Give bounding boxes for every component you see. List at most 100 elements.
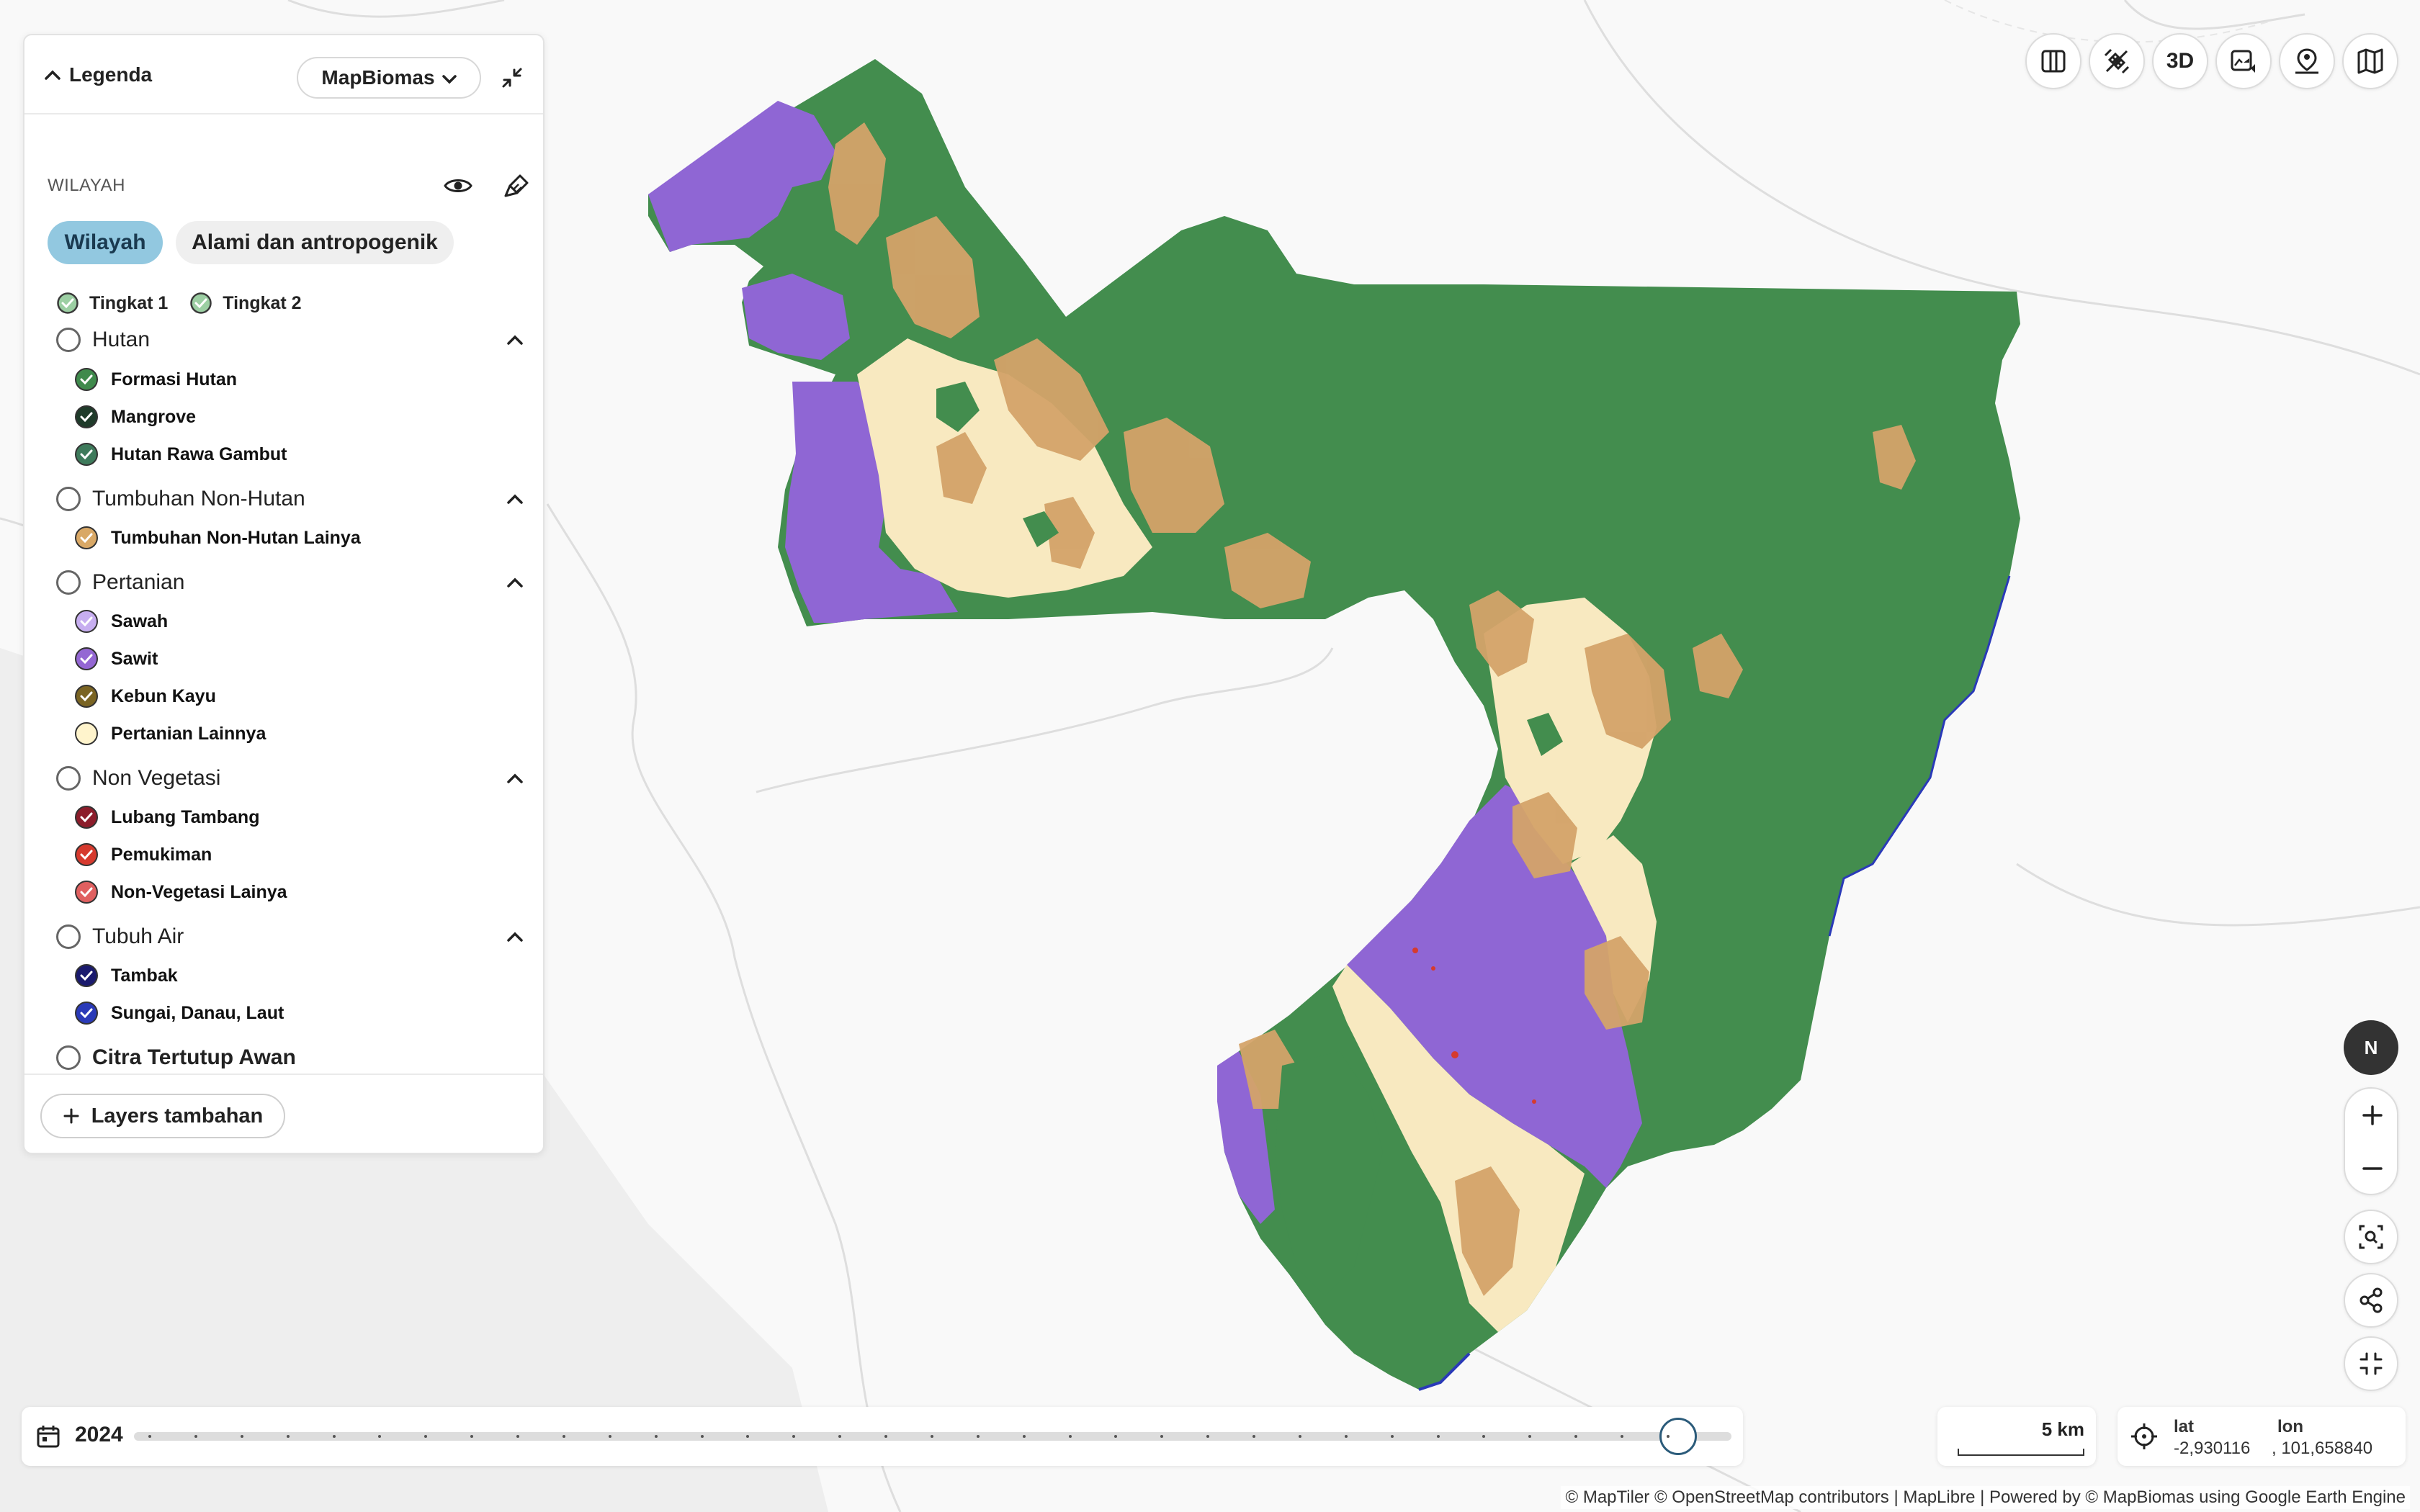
visibility-button[interactable] [438, 168, 478, 204]
timeline-tick[interactable] [608, 1435, 611, 1438]
legend-item-tumbuhan-non-hutan-lainya[interactable]: Tumbuhan Non-Hutan Lainya [75, 523, 507, 552]
check-circle-icon[interactable] [75, 1002, 98, 1025]
compare-button[interactable] [2025, 33, 2081, 89]
group-radio[interactable] [56, 924, 81, 949]
satellite-button[interactable] [2089, 33, 2145, 89]
timeline-slider-handle[interactable] [1659, 1418, 1697, 1455]
timeline-tick[interactable] [1298, 1435, 1301, 1438]
check-circle-icon[interactable] [75, 610, 98, 633]
timeline-tick[interactable] [1667, 1435, 1670, 1438]
timeline-tick[interactable] [654, 1435, 658, 1438]
cloud-radio[interactable] [56, 1045, 81, 1070]
group-tubuh-air[interactable]: Tubuh Air [56, 920, 532, 953]
legend-collapse-button[interactable]: Legenda [45, 57, 152, 93]
group-radio[interactable] [56, 487, 81, 511]
timeline-tick[interactable] [1436, 1435, 1440, 1438]
group-radio[interactable] [56, 766, 81, 791]
chevron-up-icon[interactable] [498, 482, 532, 516]
legend-item-sungai-danau-laut[interactable]: Sungai, Danau, Laut [75, 999, 507, 1027]
share-button[interactable] [2344, 1273, 2398, 1328]
timeline-tick[interactable] [148, 1435, 151, 1438]
group-pertanian[interactable]: Pertanian [56, 566, 532, 599]
timeline-tick[interactable] [1482, 1435, 1486, 1438]
timeline-tick[interactable] [1206, 1435, 1210, 1438]
group-non-vegetasi[interactable]: Non Vegetasi [56, 762, 532, 795]
legend-item-tambak[interactable]: Tambak [75, 961, 507, 990]
image-video-button[interactable] [2215, 33, 2272, 89]
timeline-tick[interactable] [930, 1435, 933, 1438]
check-circle-icon[interactable] [75, 526, 98, 549]
timeline-tick[interactable] [194, 1435, 197, 1438]
timeline-tick[interactable] [700, 1435, 704, 1438]
location-person-button[interactable] [2279, 33, 2335, 89]
check-circle-icon[interactable] [75, 881, 98, 904]
check-circle-icon[interactable] [75, 806, 98, 829]
legend-item-sawit[interactable]: Sawit [75, 644, 507, 673]
timeline-tick[interactable] [1344, 1435, 1348, 1438]
timeline-tick[interactable] [838, 1435, 842, 1438]
timeline-tick[interactable] [746, 1435, 750, 1438]
shrink-panel-button[interactable] [494, 60, 530, 96]
check-circle-icon[interactable] [75, 368, 98, 391]
legend-item-lubang-tambang[interactable]: Lubang Tambang [75, 803, 507, 832]
timeline-tick[interactable] [424, 1435, 428, 1438]
timeline-slider[interactable] [134, 1418, 1731, 1455]
timeline-tick[interactable] [332, 1435, 336, 1438]
timeline-tick[interactable] [1160, 1435, 1164, 1438]
basemap-button[interactable] [2342, 33, 2398, 89]
level-2-toggle[interactable]: Tingkat 2 [189, 292, 302, 315]
timeline-tick[interactable] [286, 1435, 290, 1438]
timeline-tick[interactable] [240, 1435, 243, 1438]
group-radio[interactable] [56, 570, 81, 595]
zoom-out-button[interactable] [2345, 1142, 2400, 1195]
timeline-tick[interactable] [1390, 1435, 1394, 1438]
check-circle-icon[interactable] [75, 964, 98, 987]
legend-item-non-vegetasi-lainya[interactable]: Non-Vegetasi Lainya [75, 878, 507, 906]
check-circle-icon[interactable] [75, 722, 98, 745]
chevron-up-icon[interactable] [498, 566, 532, 599]
timeline-tick[interactable] [1621, 1435, 1624, 1438]
timeline-tick[interactable] [884, 1435, 888, 1438]
legend-item-formasi-hutan[interactable]: Formasi Hutan [75, 365, 507, 394]
source-select[interactable]: MapBiomas [297, 57, 481, 99]
chevron-up-icon[interactable] [498, 323, 532, 356]
check-circle-icon[interactable] [75, 647, 98, 670]
timeline-tick[interactable] [378, 1435, 382, 1438]
fullscreen-exit-button[interactable] [2344, 1336, 2398, 1391]
check-circle-icon[interactable] [75, 443, 98, 466]
zoom-to-extent-button[interactable] [2344, 1210, 2398, 1264]
timeline-tick[interactable] [1068, 1435, 1072, 1438]
timeline-tick[interactable] [1252, 1435, 1256, 1438]
timeline-tick[interactable] [1022, 1435, 1026, 1438]
timeline-tick[interactable] [516, 1435, 520, 1438]
legend-item-kebun-kayu[interactable]: Kebun Kayu [75, 682, 507, 711]
timeline-tick[interactable] [1528, 1435, 1532, 1438]
cloud-cover-toggle[interactable]: Citra Tertutup Awan [56, 1041, 532, 1074]
timeline-tick[interactable] [792, 1435, 796, 1438]
calendar-icon[interactable] [33, 1421, 63, 1452]
tab-wilayah[interactable]: Wilayah [48, 221, 163, 264]
zoom-in-button[interactable] [2345, 1089, 2400, 1142]
group-hutan[interactable]: Hutan [56, 323, 532, 356]
compass-button[interactable]: N [2344, 1020, 2398, 1075]
timeline-tick[interactable] [1114, 1435, 1118, 1438]
level-1-toggle[interactable]: Tingkat 1 [56, 292, 168, 315]
legend-item-mangrove[interactable]: Mangrove [75, 402, 507, 431]
tab-alami-antropogenik[interactable]: Alami dan antropogenik [176, 221, 454, 264]
legend-item-pertanian-lainnya[interactable]: Pertanian Lainnya [75, 719, 507, 748]
check-circle-icon[interactable] [75, 843, 98, 866]
timeline-tick[interactable] [976, 1435, 980, 1438]
group-radio[interactable] [56, 328, 81, 352]
crosshair-icon[interactable] [2128, 1420, 2161, 1453]
group-tumbuhan-non-hutan[interactable]: Tumbuhan Non-Hutan [56, 482, 532, 516]
add-layers-button[interactable]: Layers tambahan [40, 1094, 285, 1138]
check-circle-icon[interactable] [75, 685, 98, 708]
legend-item-pemukiman[interactable]: Pemukiman [75, 840, 507, 869]
legend-item-hutan-rawa-gambut[interactable]: Hutan Rawa Gambut [75, 440, 507, 469]
timeline-tick[interactable] [1574, 1435, 1578, 1438]
timeline-tick[interactable] [470, 1435, 474, 1438]
timeline-tick[interactable] [562, 1435, 565, 1438]
legend-item-sawah[interactable]: Sawah [75, 607, 507, 636]
map-attribution[interactable]: © MapTiler © OpenStreetMap contributors … [1561, 1486, 2410, 1509]
chevron-up-icon[interactable] [498, 762, 532, 795]
